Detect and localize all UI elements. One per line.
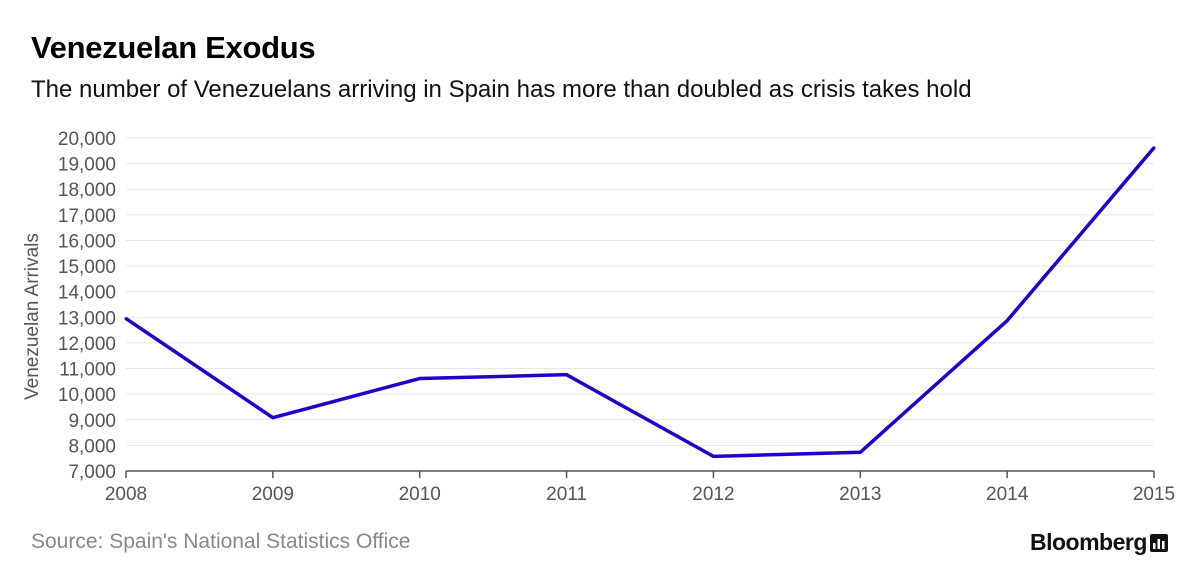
x-tick-label-2014: 2014: [986, 484, 1029, 505]
x-tick-label-2012: 2012: [692, 484, 734, 505]
y-tick-label-8000: 8,000: [68, 436, 116, 457]
y-tick-label-16000: 16,000: [58, 231, 116, 252]
data-point-2008: [124, 317, 128, 321]
x-tick-label-2009: 2009: [252, 484, 294, 505]
y-tick-label-11000: 11,000: [59, 360, 116, 381]
x-tick-label-2011: 2011: [546, 484, 587, 505]
y-tick-label-17000: 17,000: [58, 206, 116, 227]
series-line-0: [125, 146, 1156, 459]
chart-title: Venezuelan Exodus: [31, 30, 316, 65]
y-tick-label-20000: 20,000: [58, 129, 116, 150]
y-tick-label-10000: 10,000: [58, 385, 116, 406]
x-tick-label-2008: 2008: [105, 484, 147, 505]
y-tick-label-18000: 18,000: [58, 180, 116, 201]
x-tick-label-2010: 2010: [399, 484, 441, 505]
data-point-2009: [271, 416, 275, 420]
brand-logo: Bloomberg: [1030, 529, 1147, 555]
y-tick-label-13000: 13,000: [58, 308, 116, 329]
chart-subtitle: The number of Venezuelans arriving in Sp…: [31, 76, 972, 103]
data-point-2013: [858, 450, 862, 454]
x-tick-label-2015: 2015: [1133, 484, 1175, 505]
data-point-2014: [1005, 319, 1009, 323]
data-point-2010: [418, 377, 422, 381]
data-point-2011: [565, 373, 569, 377]
y-tick-label-15000: 15,000: [58, 257, 116, 278]
y-tick-label-19000: 19,000: [58, 155, 116, 176]
data-point-2015: [1152, 146, 1156, 150]
y-tick-label-9000: 9,000: [68, 411, 116, 432]
y-tick-label-7000: 7,000: [68, 462, 116, 483]
y-tick-label-14000: 14,000: [58, 283, 116, 304]
y-tick-label-12000: 12,000: [58, 334, 116, 355]
x-tick-label-2013: 2013: [839, 484, 881, 505]
source-note: Source: Spain's National Statistics Offi…: [31, 530, 411, 553]
bloomberg-terminal-icon: [1150, 534, 1168, 552]
data-point-2012: [711, 454, 715, 458]
